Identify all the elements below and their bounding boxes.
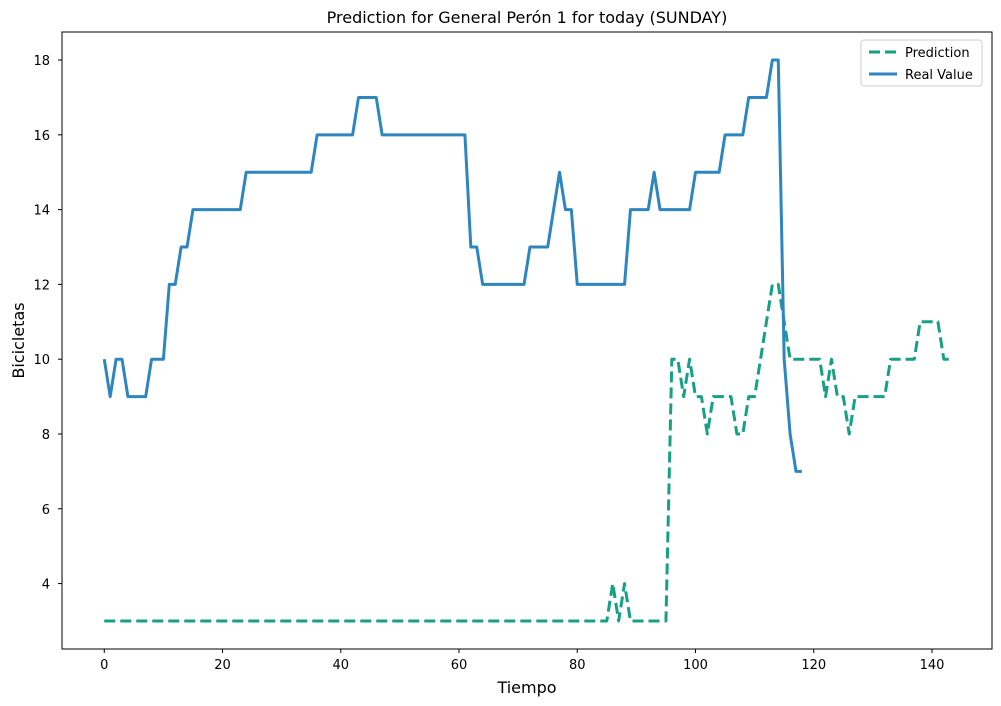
x-tick-label: 60 — [451, 658, 468, 673]
x-tick-label: 40 — [332, 658, 349, 673]
series-line-real-value — [102, 58, 802, 473]
y-axis-label: Bicicletas — [9, 302, 28, 378]
x-tick-label: 120 — [801, 658, 826, 673]
x-tick-label: 20 — [214, 658, 231, 673]
x-tick-label: 140 — [920, 658, 945, 673]
y-axis-ticks: 4 6 8 10 12 14 16 18 — [33, 54, 62, 593]
y-tick-label: 10 — [33, 353, 50, 368]
plot-frame — [61, 31, 993, 650]
x-tick-label: 0 — [100, 658, 108, 673]
legend: Prediction Real Value — [860, 39, 983, 87]
y-tick-label: 16 — [33, 129, 50, 144]
legend-label: Prediction — [905, 46, 970, 61]
legend-label: Real Value — [905, 68, 973, 83]
y-tick-label: 14 — [33, 204, 50, 219]
plot-lines — [102, 58, 950, 623]
series-line-prediction — [104, 282, 950, 623]
y-tick-label: 18 — [33, 54, 50, 69]
x-axis-label: Tiempo — [496, 678, 556, 697]
x-axis-ticks: 0 20 40 60 80 100 120 140 — [100, 649, 944, 673]
y-tick-label: 4 — [42, 578, 50, 593]
y-tick-label: 6 — [42, 503, 50, 518]
chart-title: Prediction for General Perón 1 for today… — [327, 8, 728, 27]
y-tick-label: 12 — [33, 278, 50, 293]
x-tick-label: 80 — [569, 658, 586, 673]
x-tick-label: 100 — [683, 658, 708, 673]
y-tick-label: 8 — [42, 428, 50, 443]
